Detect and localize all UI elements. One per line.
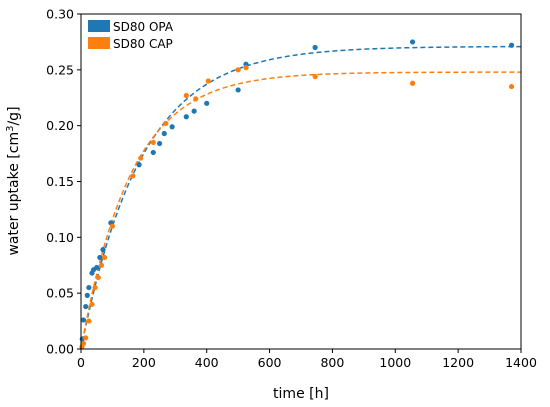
- data-point-series-0: [136, 162, 142, 168]
- data-point-series-1: [163, 120, 169, 127]
- data-point-series-0: [204, 100, 210, 106]
- legend-swatch-cap: [88, 37, 110, 49]
- data-point-series-1: [235, 67, 241, 73]
- y-tick-label: 0.20: [46, 118, 74, 133]
- data-point-series-0: [97, 254, 103, 261]
- data-point-series-0: [94, 264, 100, 271]
- x-tick-label: 1000: [379, 355, 411, 370]
- data-point-series-1: [205, 78, 211, 84]
- data-point-series-1: [193, 96, 199, 102]
- data-point-series-0: [100, 247, 106, 253]
- x-tick-label: 800: [320, 355, 344, 370]
- data-point-series-0: [312, 44, 318, 51]
- data-point-series-0: [80, 317, 87, 323]
- y-axis-title: water uptake [cm3/g]: [5, 106, 22, 255]
- legend-label-cap: SD80 CAP: [113, 37, 173, 51]
- fit-curve-series-1: [80, 71, 521, 350]
- legend: SD80 OPA SD80 CAP: [88, 20, 174, 51]
- data-point-series-1: [508, 83, 515, 90]
- data-point-series-1: [83, 335, 89, 341]
- data-point-series-0: [150, 149, 156, 156]
- data-point-series-1: [95, 274, 101, 281]
- data-point-series-1: [80, 340, 87, 347]
- data-point-series-1: [98, 262, 105, 268]
- y-axis-ticks: 0.00 0.05 0.10 0.15 0.20 0.25 0.30: [46, 7, 81, 357]
- data-point-series-0: [409, 39, 416, 45]
- x-tick-label: 1400: [505, 355, 537, 370]
- data-point-series-0: [169, 124, 175, 130]
- data-point-series-1: [138, 155, 144, 161]
- data-point-series-0: [83, 303, 89, 310]
- data-point-series-0: [191, 108, 197, 114]
- x-tick-label: 0: [77, 355, 85, 370]
- data-point-series-0: [84, 292, 90, 298]
- legend-swatch-opa: [88, 20, 110, 32]
- data-point-series-1: [312, 73, 318, 80]
- y-tick-label: 0.25: [46, 62, 74, 77]
- data-points: [79, 39, 515, 350]
- data-point-series-1: [130, 173, 136, 179]
- data-point-series-0: [183, 114, 189, 120]
- y-axis-title-superscript: 3: [5, 126, 16, 132]
- y-tick-label: 0.15: [46, 174, 74, 189]
- data-point-series-1: [89, 301, 95, 307]
- y-tick-label: 0.30: [46, 7, 74, 22]
- x-axis-title: time [h]: [273, 386, 329, 402]
- data-point-series-1: [101, 254, 108, 261]
- x-tick-label: 1200: [442, 355, 474, 370]
- y-tick-label: 0.05: [46, 286, 74, 301]
- fit-curves: [80, 45, 522, 350]
- y-axis-title-suffix: /g]: [6, 106, 22, 125]
- data-point-series-1: [243, 65, 249, 71]
- data-point-series-0: [86, 284, 92, 291]
- plot-frame: [80, 13, 522, 350]
- y-tick-label: 0.00: [46, 342, 74, 357]
- data-point-series-0: [161, 130, 167, 137]
- data-point-series-1: [86, 318, 92, 324]
- x-tick-label: 600: [258, 355, 282, 370]
- data-point-series-1: [109, 223, 116, 229]
- legend-label-opa: SD80 OPA: [113, 20, 174, 34]
- x-tick-label: 400: [195, 355, 219, 370]
- data-point-series-0: [235, 87, 241, 93]
- data-point-series-0: [156, 140, 163, 147]
- x-axis-ticks: 0 200 400 600 800 1000 1200 1400: [77, 349, 537, 370]
- y-axis-title-prefix: water uptake [cm: [6, 132, 22, 256]
- fit-curve-series-0: [80, 45, 522, 350]
- data-point-series-1: [183, 92, 189, 99]
- x-tick-label: 200: [132, 355, 156, 370]
- data-point-series-1: [409, 80, 416, 86]
- y-tick-label: 0.10: [46, 230, 74, 245]
- data-point-series-1: [92, 284, 98, 291]
- data-point-series-1: [150, 139, 156, 146]
- data-point-series-0: [508, 42, 515, 48]
